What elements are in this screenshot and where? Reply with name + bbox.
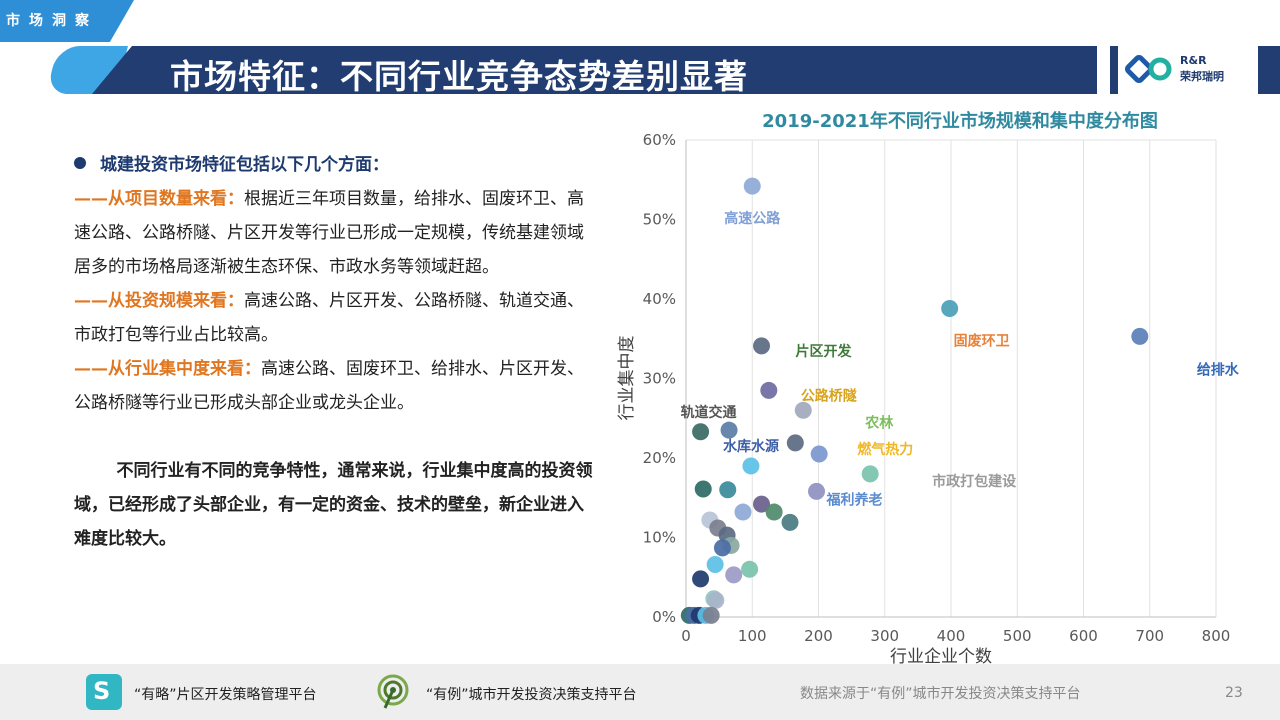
x-tick-label: 300	[870, 627, 899, 645]
data-point	[794, 401, 812, 419]
bullet-heading: 城建投资市场特征包括以下几个方面：	[74, 148, 594, 182]
text-block: 城建投资市场特征包括以下几个方面： ——从项目数量来看：根据近三年项目数量，给排…	[74, 148, 594, 556]
y-tick-label: 30%	[643, 370, 676, 388]
section-tag-label: 市场洞察	[6, 13, 98, 29]
point-quantity-text: 根据近三年项目数量，给排水、固废环卫、高速公路、公路桥隧、片区开发等行业已形成一…	[74, 189, 584, 277]
logo-mark-icon	[1125, 55, 1172, 83]
data-point	[713, 539, 731, 557]
summary-paragraph: 不同行业有不同的竞争特性，通常来说，行业集中度高的投资领域，已经形成了头部企业，…	[74, 461, 593, 549]
x-tick-label: 400	[937, 627, 966, 645]
logo-text-en: R&R	[1180, 54, 1207, 67]
x-tick-label: 600	[1069, 627, 1098, 645]
x-tick-label: 100	[738, 627, 767, 645]
point-label: 农林	[864, 414, 893, 431]
footer	[0, 664, 1280, 720]
data-point	[861, 465, 879, 483]
y-tick-label: 10%	[643, 529, 676, 547]
point-concentration: ——从行业集中度来看：高速公路、固废环卫、给排水、片区开发、公路桥隧等行业已形成…	[74, 352, 594, 420]
platform2-label: “有例”城市开发投资决策支持平台	[426, 687, 637, 703]
bullet-heading-text: 城建投资市场特征包括以下几个方面：	[100, 155, 389, 175]
point-label: 给排水	[1197, 361, 1240, 378]
y-axis-title: 行业集中度	[617, 336, 637, 421]
data-point	[941, 300, 959, 318]
data-point	[720, 421, 738, 439]
data-point	[786, 434, 804, 452]
x-tick-label: 500	[1003, 627, 1032, 645]
point-label: 高速公路	[724, 210, 781, 227]
data-point	[760, 381, 778, 399]
y-tick-label: 20%	[643, 449, 676, 467]
point-concentration-text: 高速公路、固废环卫、给排水、片区开发、公路桥隧等行业已形成头部企业或龙头企业。	[74, 359, 584, 413]
data-point	[692, 570, 710, 588]
page-number: 23	[1225, 685, 1243, 701]
youli-app-icon	[377, 674, 409, 709]
data-point	[694, 480, 712, 498]
x-tick-label: 0	[681, 627, 691, 645]
data-point	[808, 482, 826, 500]
point-concentration-label: ——从行业集中度来看：	[74, 359, 261, 379]
x-axis-title: 行业企业个数	[890, 647, 992, 667]
title-bar	[92, 46, 1097, 94]
y-tick-label: 40%	[643, 290, 676, 308]
x-tick-label: 700	[1135, 627, 1164, 645]
data-point	[725, 566, 743, 584]
data-point	[781, 513, 799, 531]
point-scale-text: 高速公路、片区开发、公路桥隧、轨道交通、市政打包等行业占比较高。	[74, 291, 584, 345]
data-point	[702, 606, 720, 624]
data-point	[753, 337, 771, 355]
point-label: 福利养老	[826, 491, 883, 508]
data-point	[743, 177, 761, 195]
point-scale-label: ——从投资规模来看：	[74, 291, 244, 311]
data-point	[765, 503, 783, 521]
point-label: 市政打包建设	[932, 473, 1017, 490]
data-point	[706, 556, 724, 574]
data-point	[753, 495, 771, 513]
x-tick-label: 200	[804, 627, 833, 645]
data-point	[810, 445, 828, 463]
data-point	[1131, 327, 1149, 345]
point-label: 轨道交通	[681, 404, 737, 421]
data-point	[734, 503, 752, 521]
y-tick-label: 60%	[643, 131, 676, 149]
data-point	[692, 423, 710, 441]
logo-text-cn: 荣邦瑞明	[1180, 70, 1224, 83]
point-quantity-label: ——从项目数量来看：	[74, 189, 244, 209]
bullet-dot-icon	[74, 157, 86, 169]
y-tick-label: 50%	[643, 211, 676, 229]
data-source: 数据来源于“有例”城市开发投资决策支持平台	[800, 686, 1081, 702]
data-point	[741, 560, 759, 578]
data-point	[719, 481, 737, 499]
point-label: 固废环卫	[954, 333, 1010, 350]
section-tag	[0, 0, 134, 42]
data-point	[742, 457, 760, 475]
point-scale: ——从投资规模来看：高速公路、片区开发、公路桥隧、轨道交通、市政打包等行业占比较…	[74, 284, 594, 352]
platform1-label: “有略”片区开发策略管理平台	[134, 687, 317, 703]
point-label: 片区开发	[796, 343, 853, 360]
logo	[1118, 46, 1258, 94]
youlue-app-icon: S	[86, 674, 122, 710]
data-point	[707, 591, 725, 609]
chart-title: 2019-2021年不同行业市场规模和集中度分布图	[762, 111, 1158, 132]
point-quantity: ——从项目数量来看：根据近三年项目数量，给排水、固废环卫、高速公路、公路桥隧、片…	[74, 182, 594, 284]
point-label: 燃气热力	[857, 441, 913, 458]
x-tick-label: 800	[1202, 627, 1231, 645]
point-label: 公路桥隧	[801, 387, 857, 404]
y-tick-label: 0%	[652, 608, 676, 626]
point-label: 水库水源	[723, 438, 779, 455]
page-title: 市场特征：不同行业竞争态势差别显著	[170, 57, 748, 96]
